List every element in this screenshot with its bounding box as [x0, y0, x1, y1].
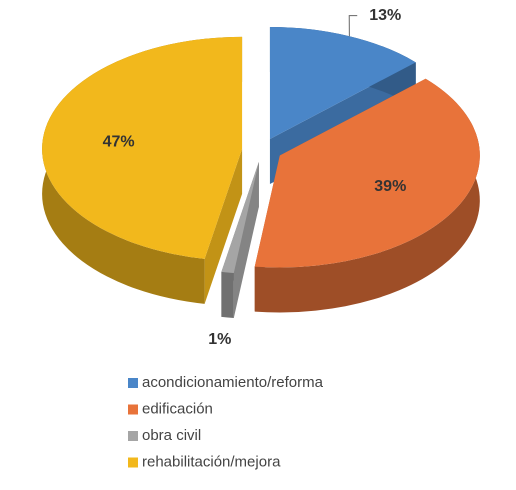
data-label: 47% [103, 134, 135, 151]
slice-wall [254, 78, 480, 313]
data-label: 13% [369, 7, 401, 24]
data-label: 39% [374, 178, 406, 195]
legend-label: edificación [142, 400, 213, 417]
slice [254, 78, 480, 268]
data-label: 1% [208, 331, 231, 348]
legend-swatch [128, 431, 138, 441]
slice-wall [221, 271, 234, 318]
slice [42, 36, 243, 259]
legend-label: acondicionamiento/reforma [142, 374, 324, 391]
slice [221, 161, 259, 273]
leader-line [348, 15, 358, 37]
legend-swatch [128, 404, 138, 415]
legend-swatch [128, 457, 138, 468]
slice [269, 26, 416, 139]
legend-swatch [128, 378, 138, 388]
slice-side [204, 148, 243, 304]
legend-label: obra civil [142, 427, 201, 444]
legend-label: rehabilitación/mejora [142, 453, 281, 470]
